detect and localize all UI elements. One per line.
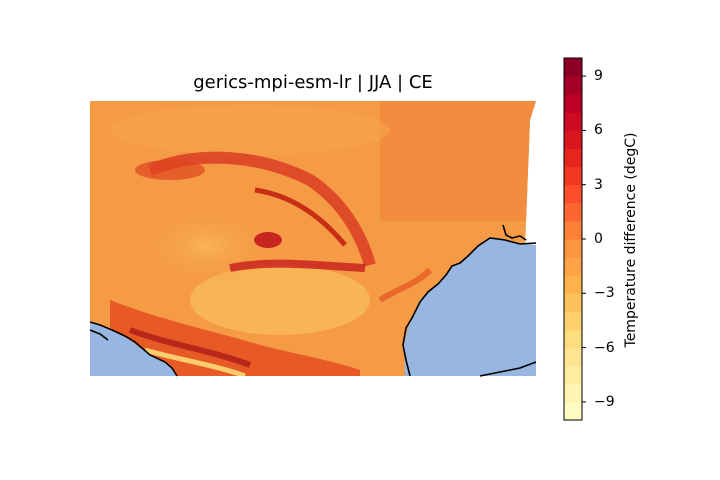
coastline-islands: [502, 224, 527, 241]
colorbar-segment: [564, 275, 582, 294]
colorbar-segment: [564, 130, 582, 149]
field-nw-band: [135, 160, 205, 180]
map-title: gerics-mpi-esm-lr | JJA | CE: [193, 72, 433, 93]
field-northeast-patch: [380, 101, 536, 221]
field-east-band: [229, 259, 366, 272]
colorbar-ticks: [582, 75, 586, 403]
colorbar: [564, 58, 582, 421]
coastline-peninsula: [89, 329, 109, 341]
colorbar-segment: [564, 112, 582, 131]
field-ridge-arc: [147, 151, 376, 267]
field-hot-spot: [254, 232, 282, 248]
colorbar-segment: [564, 166, 582, 186]
coastline-east: [402, 237, 537, 377]
colorbar-segment: [564, 148, 582, 168]
colorbar-label: Temperature difference (degC): [623, 132, 639, 348]
ocean-west: [90, 322, 177, 376]
colorbar-segment: [564, 311, 582, 330]
colorbar-segment: [564, 94, 582, 113]
field-north-band: [110, 105, 390, 155]
field-sw-ridge: [128, 327, 252, 368]
colorbar-segment: [564, 383, 582, 403]
colorbar-segment: [564, 76, 582, 95]
colorbar-segment: [564, 184, 582, 204]
field-coast-warm: [378, 267, 433, 303]
colorbar-segment: [564, 293, 582, 312]
colorbar-tick-label: −9: [594, 393, 615, 410]
colorbar-tick-label: −3: [594, 285, 615, 302]
colorbar-tick-label: −6: [594, 339, 615, 356]
temperature-field: [90, 101, 536, 376]
colorbar-segment: [564, 257, 582, 276]
colorbar-segment: [564, 347, 582, 367]
colorbar-segment: [564, 239, 582, 258]
coastlines: [89, 224, 537, 377]
colorbar-segment: [564, 220, 582, 240]
colorbar-tick-label: 3: [594, 176, 603, 193]
colorbar-tick-label: 6: [594, 122, 603, 139]
colorbar-tick-label: 0: [594, 231, 603, 247]
ocean: [90, 238, 536, 376]
colorbar-tick-label: 9: [594, 68, 603, 85]
coastline-southeast: [479, 361, 537, 377]
ocean-gulf: [404, 238, 536, 376]
field-west-plateau: [150, 210, 290, 290]
colorbar-segment: [564, 365, 582, 385]
coastline-west: [89, 321, 178, 377]
colorbar-segment: [564, 58, 582, 77]
field-ridge-core: [254, 187, 347, 247]
colorbar-segment: [564, 202, 582, 222]
colorbar-segment: [564, 401, 582, 421]
colorbar-segment: [564, 329, 582, 349]
field-sw-cool-strip: [144, 347, 246, 376]
